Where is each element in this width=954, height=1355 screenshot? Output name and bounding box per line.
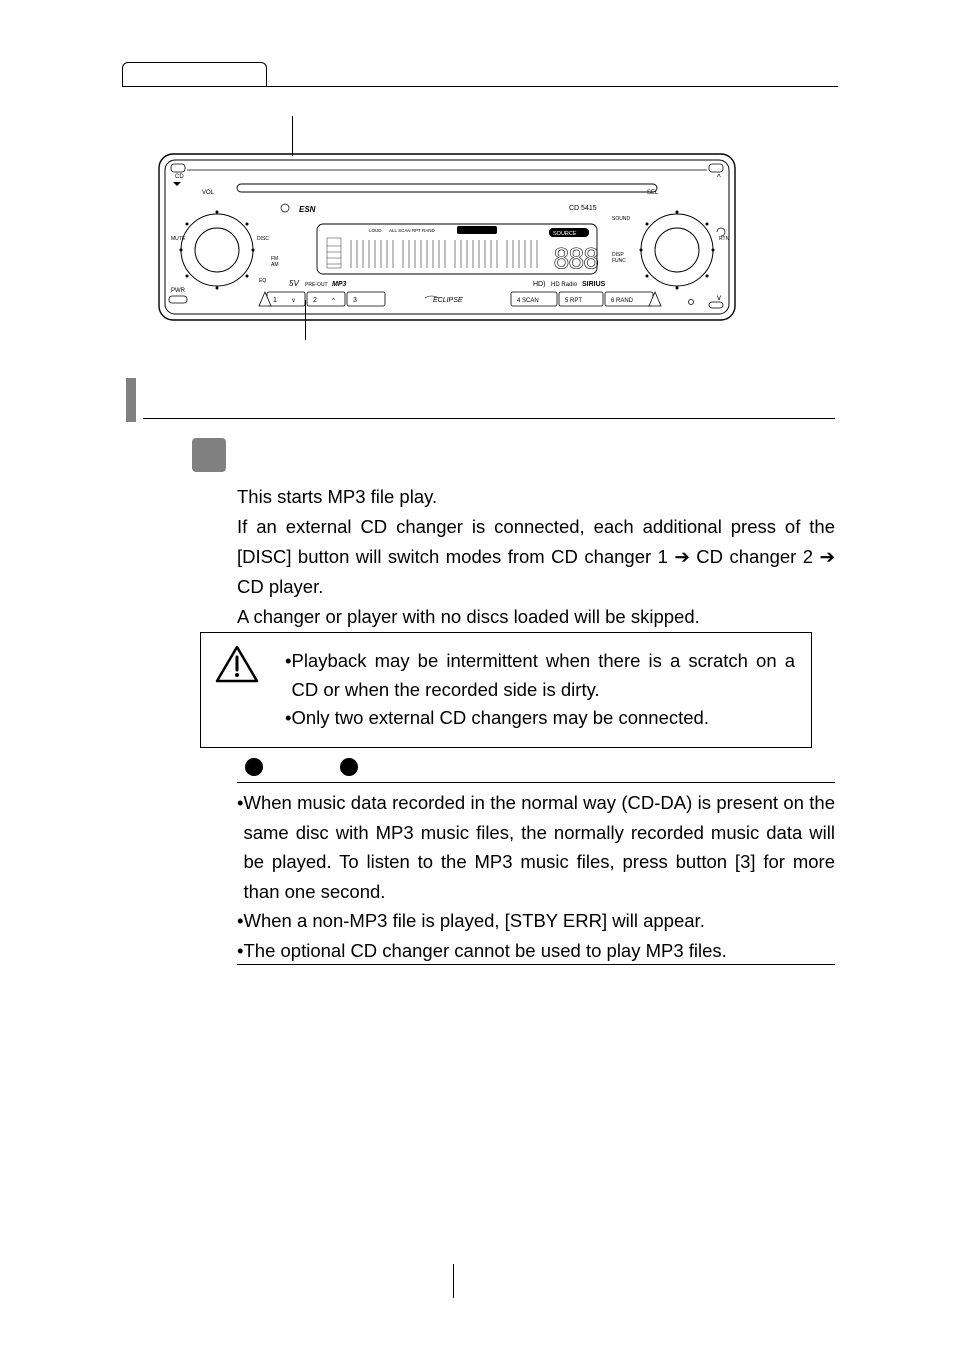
section-marker (126, 378, 136, 422)
svg-text:v: v (292, 298, 295, 304)
esn-label: ESN (299, 205, 316, 214)
btn-3: 3 (353, 297, 357, 304)
caution-box: •Playback may be intermittent when there… (200, 632, 812, 748)
sound-label: SOUND (612, 216, 630, 222)
note-rule-bottom (237, 964, 835, 965)
mute-label: MUTE (171, 236, 186, 242)
caution-icon (215, 645, 259, 685)
caution-item: •Only two external CD changers may be co… (285, 704, 795, 733)
note-item: •When music data recorded in the normal … (237, 788, 835, 906)
cd-label: CD (175, 174, 184, 180)
note-item: •The optional CD changer cannot be used … (237, 936, 835, 966)
svg-text:5V: 5V (289, 279, 299, 288)
btn-2: 2 (313, 297, 317, 304)
vol-label: VOL (202, 190, 215, 196)
btn-6: 6 RAND (611, 298, 634, 304)
sirius-label: SIRIUS (582, 281, 606, 288)
preout-label: PRE-OUT (305, 282, 328, 288)
intro-p3: A changer or player with no discs loaded… (237, 602, 835, 632)
svg-text:FUNC: FUNC (612, 258, 626, 264)
btn-4: 4 SCAN (517, 298, 539, 304)
note-dot (340, 758, 358, 776)
svg-text:HD): HD) (533, 281, 545, 288)
section-rule (143, 418, 835, 419)
intro-p1: This starts MP3 file play. (237, 482, 835, 512)
sel-label: SEL (647, 190, 659, 196)
intro-text: This starts MP3 file play. If an externa… (237, 482, 835, 632)
svg-text:v: v (717, 293, 721, 302)
footer-mark (453, 1264, 454, 1298)
tab-frame (122, 62, 267, 86)
loud-label: LOUD (369, 228, 382, 233)
allscan-label: ALL SCAN RPT RAND (389, 228, 436, 233)
note-item: •When a non-MP3 file is played, [STBY ER… (237, 906, 835, 936)
note-body: •When music data recorded in the normal … (237, 788, 835, 966)
svg-text:AM: AM (271, 262, 279, 268)
note-rule-top (237, 782, 835, 783)
svg-text:^: ^ (332, 298, 335, 304)
svg-text:^: ^ (717, 173, 721, 182)
eq-label: EQ (259, 278, 266, 284)
disc-label: DISC (257, 236, 269, 242)
intro-p2: If an external CD changer is connected, … (237, 512, 835, 602)
pwr-label: PWR (171, 288, 186, 294)
caution-item: •Playback may be intermittent when there… (285, 647, 795, 704)
eclipse-label: ECLIPSE (433, 297, 463, 304)
hdradio-label: HD Radio (551, 282, 578, 288)
model-label: CD 5415 (569, 205, 597, 212)
callout-line-top (292, 116, 293, 156)
device-illustration: CD VOL SEL MUTE DISC FM AM EQ SOUND DISP… (157, 152, 737, 322)
btn-1: 1 (273, 297, 277, 304)
btn-5: 5 RPT (565, 298, 582, 304)
note-dot (245, 758, 263, 776)
rtn-label: RTN (719, 236, 730, 242)
top-rule (122, 86, 838, 87)
svg-text:888: 888 (553, 242, 599, 275)
step-box (192, 438, 226, 472)
source-label: SOURCE (553, 231, 577, 237)
mp3-label: MP3 (332, 281, 347, 288)
callout-line-bottom (305, 300, 306, 340)
